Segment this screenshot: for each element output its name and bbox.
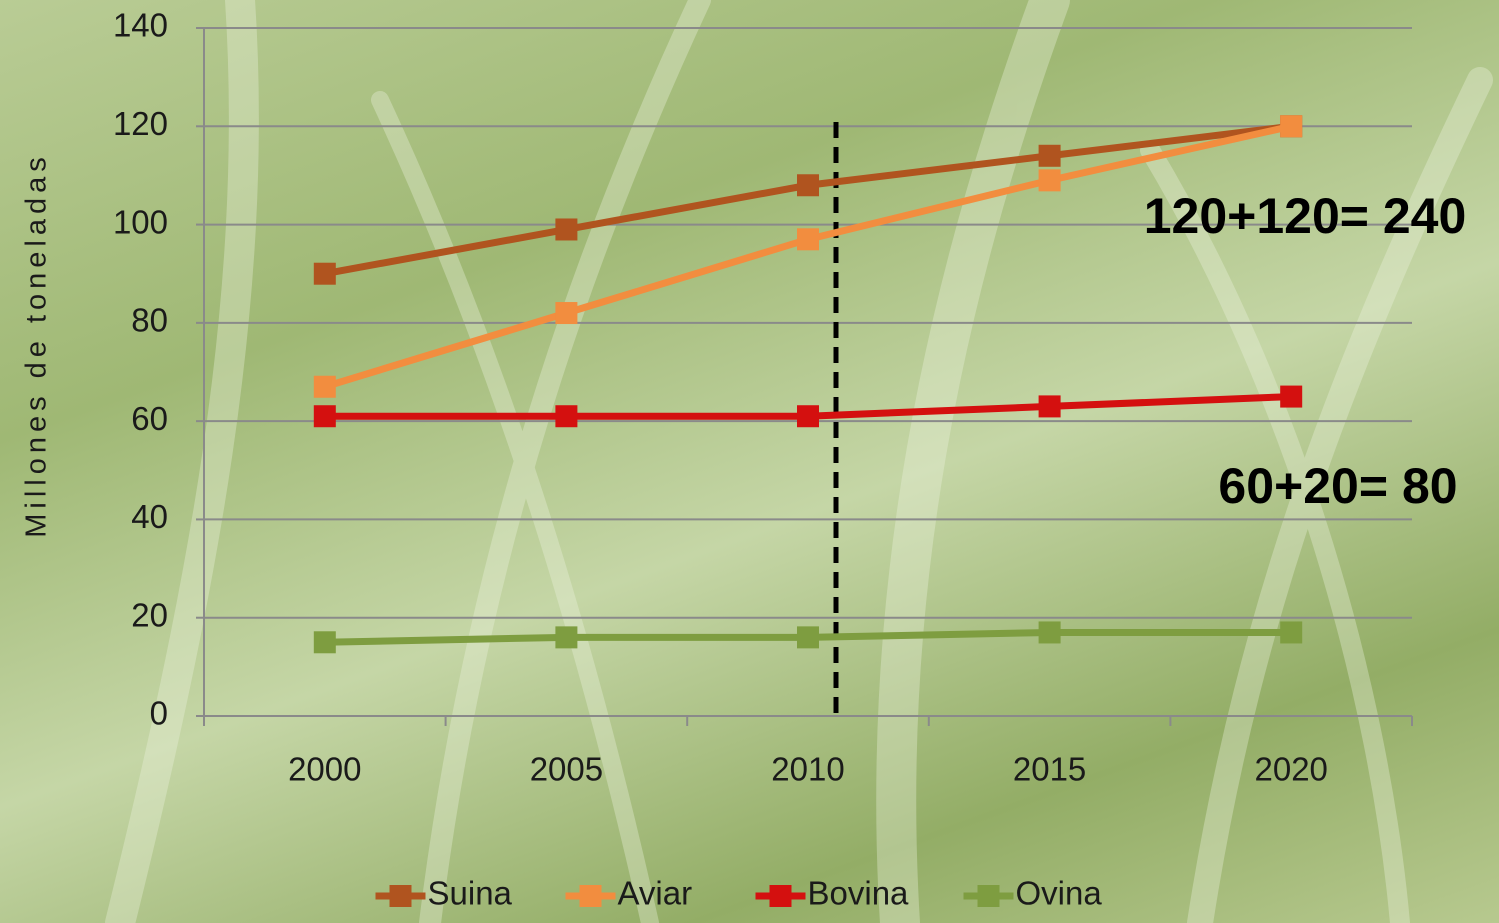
y-tick-label: 20: [131, 596, 168, 633]
legend-label: Suina: [428, 875, 513, 912]
x-tick-label: 2010: [771, 751, 844, 788]
marker: [1280, 385, 1303, 408]
annotation: 120+120= 240: [1144, 188, 1467, 244]
marker: [1280, 115, 1303, 138]
y-tick-label: 100: [113, 203, 168, 240]
x-tick-label: 2005: [530, 751, 603, 788]
y-tick-label: 80: [131, 302, 168, 339]
marker: [797, 228, 819, 251]
marker: [797, 626, 819, 649]
marker: [1280, 621, 1303, 644]
legend-marker: [977, 885, 1000, 907]
legend-marker: [579, 885, 602, 907]
y-tick-label: 0: [150, 695, 168, 732]
y-axis-label: Millones de toneladas: [21, 152, 53, 538]
legend-marker: [769, 885, 792, 907]
marker: [797, 405, 819, 428]
marker: [1038, 144, 1061, 167]
x-tick-label: 2020: [1254, 751, 1327, 788]
marker: [313, 375, 336, 398]
marker: [555, 218, 578, 241]
y-tick-label: 40: [131, 498, 168, 535]
y-tick-label: 140: [113, 7, 168, 44]
marker: [1038, 169, 1061, 192]
grass-streaks: [105, 0, 1493, 923]
marker: [313, 405, 336, 428]
y-tick-label: 60: [131, 400, 168, 437]
marker: [1038, 621, 1061, 644]
legend-marker: [389, 885, 412, 907]
y-tick-label: 120: [113, 105, 168, 142]
series-line: [323, 122, 1292, 391]
marker: [797, 174, 819, 197]
legend-label: Aviar: [618, 875, 693, 912]
x-tick-label: 2000: [288, 751, 361, 788]
annotation: 60+20= 80: [1218, 458, 1457, 514]
marker: [313, 262, 336, 285]
marker: [555, 626, 578, 649]
marker: [555, 302, 578, 325]
marker: [555, 405, 578, 428]
marker: [313, 631, 336, 654]
marker: [1038, 395, 1061, 418]
legend-label: Ovina: [1016, 875, 1103, 912]
legend-label: Bovina: [808, 875, 910, 912]
x-tick-label: 2015: [1013, 751, 1086, 788]
